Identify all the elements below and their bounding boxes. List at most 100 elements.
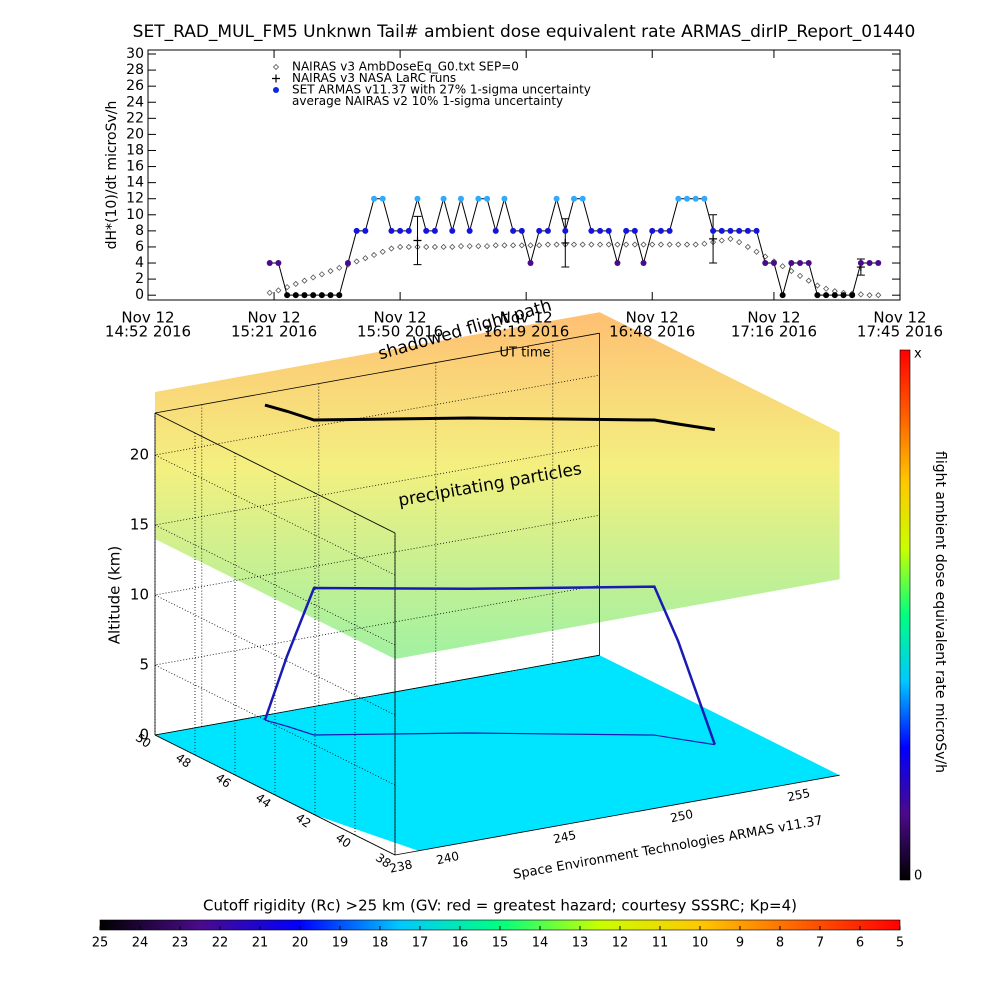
data-point <box>510 242 517 249</box>
x-tick-label: 245 <box>552 828 577 846</box>
colorbar-label: Cutoff rigidity (Rc) >25 km (GV: red = g… <box>203 897 797 915</box>
legend-symbol <box>272 74 280 83</box>
y-tick-label: 20 <box>126 126 144 142</box>
x-tick-label: Nov 12 <box>747 309 800 327</box>
x-tick-label: 16:48 2016 <box>609 323 695 341</box>
data-point <box>310 292 317 299</box>
data-point <box>692 195 699 202</box>
chart-title: SET_RAD_MUL_FM5 Unknwn Tail# ambient dos… <box>133 22 916 42</box>
data-point <box>362 227 369 234</box>
colorbar-tick-label: 17 <box>412 936 429 951</box>
data-point <box>675 241 682 248</box>
data-point <box>527 242 534 249</box>
data-point <box>831 292 838 299</box>
data-point <box>318 292 325 299</box>
data-point <box>275 260 282 267</box>
data-point <box>657 241 664 248</box>
x-tick-label: Nov 12 <box>500 309 553 327</box>
colorbar-tick-label: x <box>914 347 922 362</box>
z-tick-label: 10 <box>130 586 149 604</box>
colorbar-tick-label: 16 <box>452 936 469 951</box>
data-point <box>510 227 517 234</box>
data-point <box>736 239 743 246</box>
x-tick-label: 17:16 2016 <box>731 323 817 341</box>
data-point <box>788 260 795 267</box>
colorbar-tick-label: 9 <box>736 936 744 951</box>
y-tick-label: 16 <box>126 159 144 175</box>
data-point <box>727 227 734 234</box>
data-point <box>318 271 325 278</box>
x-tick-label: 16:19 2016 <box>483 323 569 341</box>
colorbars: 0 x flight ambient dose equivalent rate mi… <box>92 347 948 951</box>
y-tick-label: 12 <box>126 191 144 207</box>
axis-edge <box>154 332 600 414</box>
data-point <box>849 292 856 299</box>
data-point <box>466 227 473 234</box>
data-point <box>736 227 743 234</box>
legend-label: SET ARMAS v11.37 with 27% 1-sigma uncert… <box>292 83 591 97</box>
y-tick-label: 30 <box>126 46 144 62</box>
x-tick-label: Nov 12 <box>121 309 174 327</box>
y-tick-label: 2 <box>135 271 144 287</box>
data-point <box>423 243 430 251</box>
data-point <box>866 292 873 299</box>
data-point <box>770 260 777 267</box>
data-point <box>570 195 577 202</box>
data-point <box>657 227 664 234</box>
z-tick-label: 15 <box>130 516 149 534</box>
y-tick-label: 28 <box>126 62 144 78</box>
axis-edge <box>394 774 840 856</box>
data-point <box>683 241 691 248</box>
data-point <box>518 227 525 234</box>
y-tick-label: 14 <box>126 175 144 191</box>
data-point <box>414 195 421 202</box>
data-point <box>388 245 395 252</box>
x-tick-label: 255 <box>786 786 811 804</box>
data-point <box>397 227 404 234</box>
data-point <box>857 260 864 267</box>
colorbar-tick-label: 25 <box>92 936 109 951</box>
z-tick-label: 20 <box>130 446 149 464</box>
data-point <box>353 227 360 234</box>
x-tick-label: Nov 12 <box>247 309 300 327</box>
data-point <box>570 241 578 248</box>
data-point <box>536 242 543 249</box>
legend-label: average NAIRAS v2 10% 1-sigma uncertaint… <box>292 94 563 108</box>
data-point <box>805 260 812 267</box>
data-point <box>336 292 343 299</box>
data-point <box>431 227 438 234</box>
x-tick-label: 14:52 2016 <box>105 323 191 341</box>
data-point <box>727 235 734 242</box>
colorbar-tick-label: 5 <box>896 936 904 951</box>
data-point <box>779 292 786 299</box>
data-point <box>649 241 656 248</box>
data-point <box>588 241 595 248</box>
data-point <box>371 195 378 202</box>
data-point <box>449 227 456 234</box>
data-point <box>744 243 751 251</box>
data-point <box>536 227 543 234</box>
flight-path-ground <box>264 719 715 746</box>
z-tick-label: 5 <box>139 656 149 674</box>
data-point <box>562 227 569 234</box>
x-axis-label: UT time <box>500 346 551 361</box>
colorbar <box>899 349 911 881</box>
data-point <box>501 242 508 249</box>
data-point <box>797 260 804 267</box>
data-point <box>544 227 551 234</box>
data-point <box>614 241 621 248</box>
data-point <box>814 282 821 289</box>
colorbar-tick-label: 18 <box>372 936 389 951</box>
data-point <box>561 238 570 247</box>
data-point <box>857 291 864 298</box>
data-point <box>692 241 699 248</box>
y-tick-label: 10 <box>126 207 144 223</box>
data-point <box>631 227 638 234</box>
data-point <box>457 195 464 202</box>
data-point <box>623 227 630 234</box>
data-point <box>431 243 438 251</box>
axis-edge <box>154 654 600 736</box>
data-point <box>701 240 708 247</box>
data-point <box>413 236 422 245</box>
